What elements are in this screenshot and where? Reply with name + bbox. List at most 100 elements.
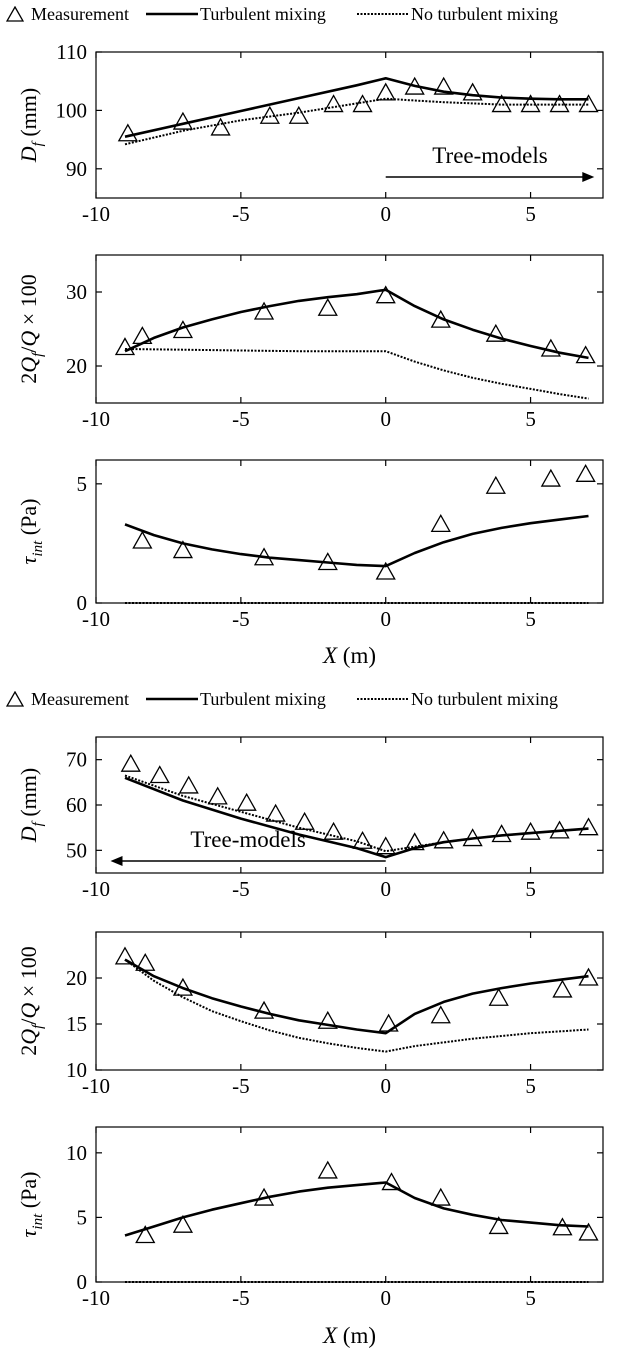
- measurement-point: [207, 786, 228, 805]
- plot-frame: [95, 51, 604, 199]
- series-line-no-turbulent: [124, 97, 589, 146]
- legend-label-no-turbulent: No turbulent mixing: [411, 689, 558, 709]
- x-tick-label: 5: [525, 607, 536, 631]
- measurement-point: [430, 1187, 451, 1206]
- x-tick-label: 5: [525, 202, 536, 226]
- y-axis-label: Df (mm): [16, 88, 46, 163]
- plot-frame: [95, 736, 604, 874]
- measurement-point: [135, 1225, 156, 1244]
- measurement-point: [575, 345, 596, 364]
- measurement-point: [253, 301, 275, 320]
- legend-top: Measurement Turbulent mixing No turbulen…: [0, 4, 627, 32]
- measurement-point: [491, 824, 512, 843]
- measurement-point: [552, 979, 573, 998]
- measurement-point: [172, 540, 194, 559]
- plot-frame: [95, 254, 604, 404]
- measurement-point: [210, 117, 231, 136]
- annotation-arrow-head: [110, 856, 123, 866]
- measurement-point: [578, 1222, 599, 1241]
- x-tick-label: 5: [525, 1074, 536, 1098]
- x-tick-label: 0: [380, 1074, 391, 1098]
- measurement-point: [352, 94, 373, 113]
- measurement-point: [117, 123, 138, 142]
- legend-label-measurement: Measurement: [31, 689, 129, 709]
- measurement-point: [114, 946, 136, 965]
- y-tick-label: 70: [66, 748, 87, 772]
- x-tick-label: 0: [380, 202, 391, 226]
- legend-bottom: Measurement Turbulent mixing No turbulen…: [0, 689, 627, 717]
- y-tick-label: 10: [66, 1141, 87, 1165]
- measurement-point: [578, 94, 599, 113]
- y-tick-label: 60: [66, 793, 87, 817]
- annotation-tree-models: Tree-models: [190, 827, 305, 852]
- x-tick-label: 0: [380, 877, 391, 901]
- chart-panel-4: -10 -5 0 5 50 60 70 Df (mm) Tree-models: [16, 736, 604, 901]
- y-tick-label: 10: [66, 1058, 87, 1082]
- series-line-turbulent: [124, 958, 589, 1035]
- y-tick-label: 20: [66, 966, 87, 990]
- legend-label-no-turbulent: No turbulent mixing: [411, 4, 558, 24]
- y-axis-label: Df (mm): [16, 768, 46, 843]
- x-tick-label: -5: [232, 877, 250, 901]
- plot-frame: [95, 459, 604, 604]
- y-axis-label: 2Qf/Q × 100: [16, 946, 46, 1056]
- series-line-turbulent: [124, 1181, 589, 1237]
- y-axis-label: τint (Pa): [16, 1172, 46, 1238]
- x-tick-label: 5: [525, 1286, 536, 1310]
- chart-panel-1: -10 -5 0 5 90 100 110 Df (mm) Tree-models: [16, 40, 604, 226]
- legend-label-measurement: Measurement: [31, 4, 129, 24]
- measurement-point: [375, 561, 396, 580]
- series-line-turbulent: [124, 77, 589, 138]
- measurement-point: [430, 1005, 451, 1024]
- x-tick-label: 0: [380, 607, 391, 631]
- measurement-point: [462, 82, 483, 101]
- measurement-point: [488, 987, 509, 1006]
- y-tick-label: 90: [66, 157, 87, 181]
- y-tick-label: 50: [66, 838, 87, 862]
- measurement-point: [236, 792, 257, 811]
- measurement-point: [178, 775, 199, 794]
- measurement-point: [430, 514, 451, 532]
- measurement-point: [259, 105, 280, 124]
- x-tick-label: 0: [380, 407, 391, 431]
- measurement-point: [375, 836, 396, 855]
- legend-line-no-turbulent: [357, 13, 409, 15]
- measurement-point: [317, 1160, 338, 1179]
- measurement-point: [323, 821, 344, 840]
- measurement-point: [520, 821, 541, 840]
- legend-label-turbulent: Turbulent mixing: [200, 689, 326, 709]
- measurement-point: [433, 830, 454, 849]
- x-tick-label: -5: [232, 1286, 250, 1310]
- y-axis-label: τint (Pa): [16, 499, 46, 565]
- measurement-point: [540, 468, 561, 487]
- x-tick-label: -10: [82, 607, 110, 631]
- y-tick-label: 20: [66, 354, 87, 378]
- series-line-turbulent: [124, 514, 589, 568]
- legend-line-no-turbulent: [357, 698, 409, 700]
- measurement-point: [352, 830, 373, 849]
- x-tick-label: 0: [380, 1286, 391, 1310]
- y-tick-label: 15: [66, 1012, 87, 1036]
- x-tick-label: -10: [82, 1074, 110, 1098]
- x-tick-label: -5: [232, 607, 250, 631]
- measurement-point: [323, 94, 344, 113]
- measurement-point: [381, 1172, 402, 1191]
- measurement-point: [578, 817, 599, 836]
- legend-label-turbulent: Turbulent mixing: [200, 4, 326, 24]
- x-tick-label: 5: [525, 407, 536, 431]
- x-tick-label: -5: [232, 407, 250, 431]
- measurement-point: [375, 285, 396, 304]
- x-axis-label: X (m): [322, 1323, 376, 1348]
- x-tick-label: -10: [82, 202, 110, 226]
- legend-marker-measurement: [6, 6, 24, 22]
- chart-panel-5: -10 -5 0 5 10 15 20 2Qf/Q × 100: [16, 931, 604, 1098]
- measurement-point: [114, 337, 136, 356]
- measurement-point: [488, 1216, 509, 1235]
- measurement-point: [132, 530, 153, 549]
- y-tick-label: 110: [56, 40, 87, 64]
- y-tick-label: 0: [77, 1270, 88, 1294]
- chart-panel-2: -10 -5 0 5 20 30 2Qf/Q × 100: [16, 254, 604, 431]
- x-tick-label: -10: [82, 877, 110, 901]
- y-tick-label: 5: [77, 1205, 88, 1229]
